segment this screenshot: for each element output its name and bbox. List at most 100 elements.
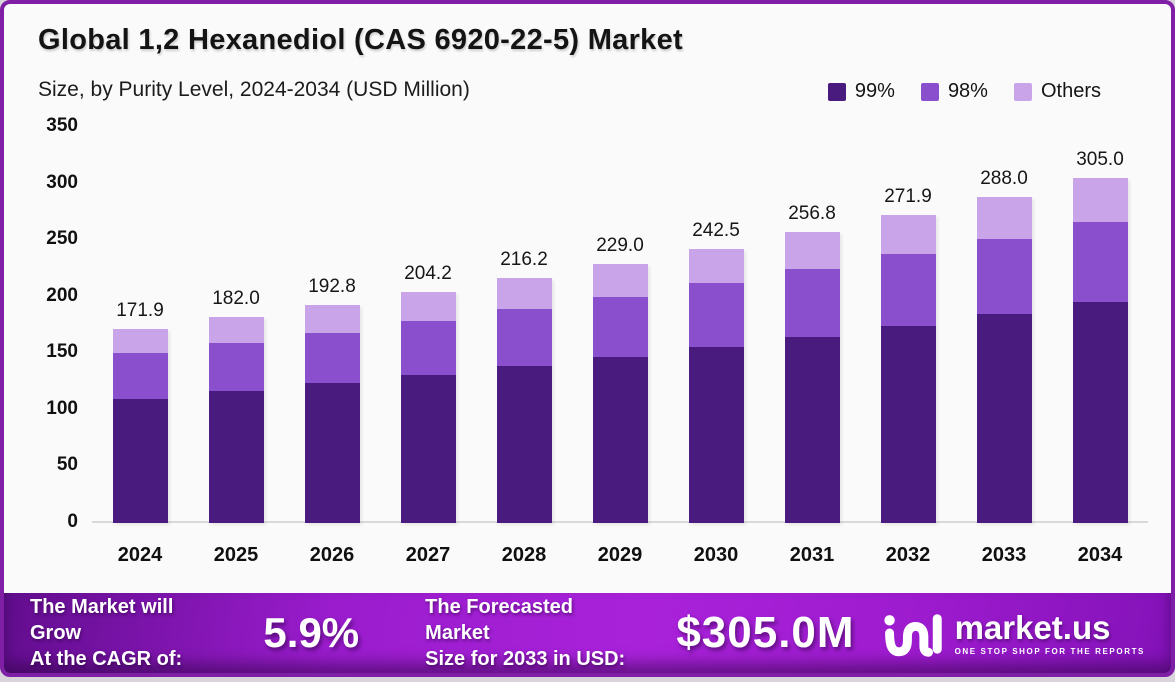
y-axis-tick-50: 50 [56, 454, 78, 476]
bar-column-2032: 271.9 2032 [860, 127, 956, 566]
bar-column-2024: 171.9 2024 [92, 127, 188, 566]
bar-segment-others [688, 248, 744, 284]
bar-segment-99- [208, 391, 264, 523]
brand-logo: market.us ONE STOP SHOP FOR THE REPORTS [883, 608, 1145, 658]
bar-column-2026: 192.8 2026 [284, 127, 380, 566]
bar-segment-98- [784, 269, 840, 337]
brand-text: market.us ONE STOP SHOP FOR THE REPORTS [955, 611, 1145, 656]
bar-total-label: 305.0 [1076, 148, 1124, 170]
bar-2032 [880, 215, 936, 523]
bar-segment-99- [112, 398, 168, 523]
cagr-value: 5.9% [263, 609, 360, 656]
bar-segment-99- [496, 366, 552, 523]
x-axis-label-2029: 2029 [597, 544, 643, 566]
bar-total-label: 182.0 [212, 288, 260, 310]
bar-segment-98- [304, 332, 360, 384]
bar-total-label: 204.2 [404, 262, 452, 284]
bar-segment-98- [688, 283, 744, 348]
market-us-logo-icon [883, 608, 945, 658]
forecast-label-line1: The Forecasted Market [425, 596, 573, 644]
cagr-label-line1: The Market will Grow [30, 596, 174, 644]
x-axis-label-2030: 2030 [693, 544, 739, 566]
bar-2027 [400, 291, 456, 523]
bar-segment-others [496, 278, 552, 310]
bar-total-label: 216.2 [500, 249, 548, 271]
forecast-label-line2: Size for 2033 in USD: [425, 648, 626, 670]
bar-segment-others [400, 291, 456, 322]
x-axis-label-2032: 2032 [885, 544, 931, 566]
bar-segment-98- [496, 309, 552, 367]
brand-name: market.us [954, 608, 1111, 646]
x-axis-label-2024: 2024 [117, 544, 163, 566]
bar-segment-others [976, 197, 1032, 239]
chart-subtitle: Size, by Purity Level, 2024-2034 (USD Mi… [38, 78, 470, 101]
legend-label: 99% [854, 80, 895, 102]
forecast-label: The Forecasted Market Size for 2033 in U… [425, 594, 642, 672]
bar-total-label: 256.8 [788, 203, 836, 225]
footer-banner: The Market will Grow At the CAGR of: 5.9… [4, 593, 1171, 673]
bar-2034 [1072, 177, 1128, 523]
x-axis-label-2034: 2034 [1077, 544, 1123, 566]
bar-column-2033: 288.0 2033 [956, 127, 1052, 566]
bar-total-label: 229.0 [596, 234, 644, 256]
bar-segment-98- [208, 343, 264, 392]
bar-column-2031: 256.8 2031 [764, 127, 860, 566]
bar-column-2030: 242.5 2030 [668, 127, 764, 566]
y-axis-tick-250: 250 [46, 228, 78, 250]
legend-label: 98% [947, 80, 988, 102]
legend-swatch-icon [1013, 82, 1032, 101]
bar-2025 [208, 317, 264, 523]
bar-2033 [976, 197, 1032, 523]
bar-segment-98- [880, 254, 936, 327]
forecast-value: $305.0M [676, 608, 855, 657]
bar-total-label: 271.9 [884, 186, 932, 208]
y-axis-tick-100: 100 [46, 397, 78, 419]
bar-total-label: 171.9 [116, 299, 164, 321]
bar-segment-99- [976, 314, 1032, 523]
x-axis-label-2028: 2028 [501, 544, 547, 566]
bar-2030 [688, 248, 744, 523]
chart-title: Global 1,2 Hexanediol (CAS 6920-22-5) Ma… [38, 24, 683, 56]
bar-segment-others [592, 263, 648, 297]
bar-segment-others [784, 232, 840, 270]
y-axis-tick-150: 150 [46, 341, 78, 363]
bar-segment-others [208, 317, 264, 344]
bar-total-label: 288.0 [980, 168, 1028, 190]
x-axis-label-2025: 2025 [213, 544, 259, 566]
x-axis-label-2033: 2033 [981, 544, 1027, 566]
legend-item-others: Others [1013, 80, 1101, 103]
legend-label: Others [1040, 80, 1101, 102]
bar-segment-99- [592, 357, 648, 523]
bar-segment-98- [1072, 221, 1128, 303]
bar-segment-others [304, 304, 360, 333]
bar-segment-98- [400, 321, 456, 376]
bar-segment-others [112, 328, 168, 354]
legend-item-99-: 99% [827, 80, 895, 103]
bar-2031 [784, 232, 840, 523]
bar-column-2027: 204.2 2027 [380, 127, 476, 566]
y-axis-tick-350: 350 [46, 115, 78, 136]
bar-segment-99- [880, 326, 936, 523]
bar-2028 [496, 278, 552, 523]
bar-segment-99- [304, 383, 360, 523]
bar-column-2025: 182.0 2025 [188, 127, 284, 566]
bar-segment-others [1072, 177, 1128, 222]
y-axis-tick-200: 200 [46, 284, 78, 306]
bar-segment-99- [1072, 302, 1128, 523]
bar-segment-99- [784, 337, 840, 523]
legend-swatch-icon [920, 82, 939, 101]
legend-swatch-icon [827, 82, 846, 101]
cagr-label-line2: At the CAGR of: [30, 648, 183, 670]
bar-segment-99- [688, 347, 744, 523]
legend: 99% 98% Others [827, 80, 1101, 103]
bar-segment-98- [976, 238, 1032, 315]
bar-segment-98- [112, 353, 168, 399]
legend-item-98-: 98% [920, 80, 988, 103]
bar-2024 [112, 328, 168, 523]
bar-segment-others [880, 215, 936, 255]
cagr-label: The Market will Grow At the CAGR of: [30, 594, 229, 672]
x-axis-label-2026: 2026 [309, 544, 355, 566]
bar-2029 [592, 263, 648, 523]
bar-segment-98- [592, 296, 648, 358]
